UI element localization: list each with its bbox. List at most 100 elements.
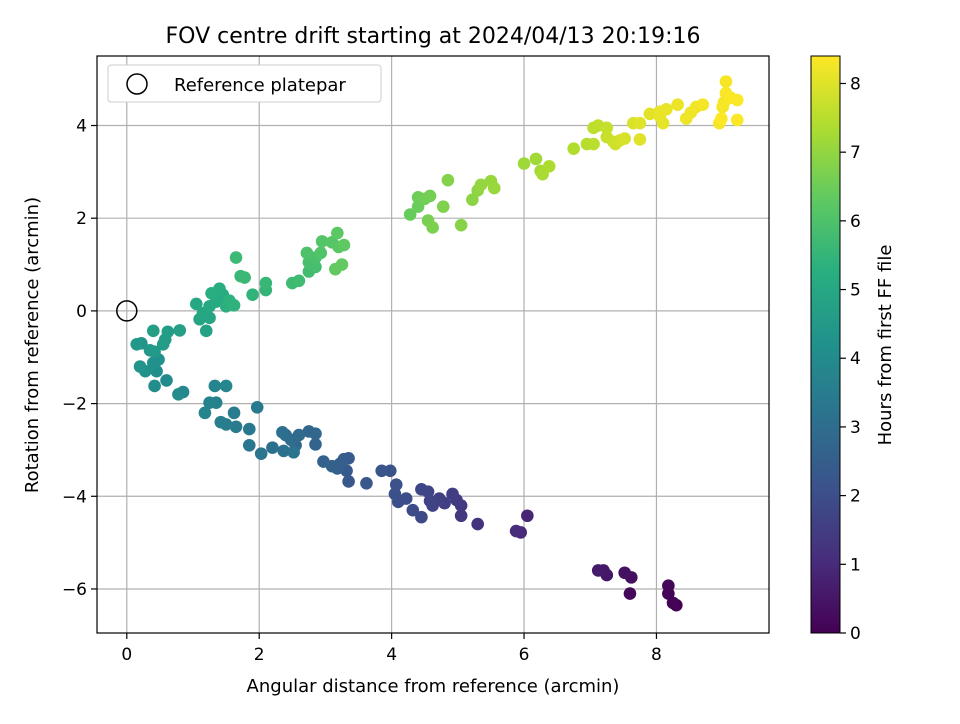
legend-marker-icon bbox=[126, 73, 148, 95]
data-point bbox=[266, 441, 279, 454]
data-point bbox=[542, 160, 556, 173]
data-point bbox=[148, 379, 161, 393]
x-tick-label: 8 bbox=[651, 645, 662, 665]
x-axis-ticks: 0 2 4 6 8 bbox=[121, 633, 662, 665]
data-point bbox=[454, 509, 468, 523]
chart-title: FOV centre drift starting at 2024/04/13 … bbox=[166, 24, 701, 49]
data-point bbox=[238, 271, 251, 284]
data-point bbox=[618, 566, 631, 580]
data-point bbox=[591, 564, 605, 577]
data-point bbox=[600, 121, 614, 135]
data-point bbox=[214, 415, 228, 429]
y-tick-label: −6 bbox=[62, 580, 87, 600]
data-point bbox=[389, 478, 403, 491]
data-point bbox=[205, 286, 218, 300]
data-point bbox=[587, 137, 600, 151]
data-point bbox=[133, 360, 147, 373]
x-tick-label: 2 bbox=[254, 645, 265, 665]
data-point bbox=[198, 406, 212, 420]
data-point bbox=[466, 193, 479, 206]
data-point bbox=[360, 477, 373, 490]
data-point bbox=[403, 208, 417, 221]
data-point bbox=[259, 276, 273, 290]
data-point bbox=[623, 587, 637, 600]
data-point bbox=[471, 517, 484, 531]
data-point bbox=[246, 288, 259, 301]
data-point bbox=[388, 487, 402, 501]
data-point bbox=[277, 444, 291, 458]
x-axis-label: Angular distance from reference (arcmin) bbox=[247, 676, 620, 697]
data-point bbox=[337, 238, 351, 252]
data-point bbox=[146, 324, 160, 338]
data-point bbox=[309, 438, 322, 451]
legend: Reference platepar bbox=[107, 64, 382, 103]
colorbar-tick-label: 8 bbox=[850, 74, 861, 94]
colorbar-tick-label: 1 bbox=[850, 555, 861, 575]
data-point bbox=[656, 116, 670, 130]
data-point bbox=[441, 173, 455, 187]
legend-label: Reference platepar bbox=[174, 75, 346, 96]
data-point bbox=[229, 420, 243, 434]
data-point bbox=[436, 200, 450, 213]
y-axis-label: Rotation from reference (arcmin) bbox=[22, 197, 43, 493]
data-point bbox=[730, 93, 744, 107]
data-point bbox=[406, 503, 420, 517]
colorbar-tick-label: 4 bbox=[850, 349, 861, 369]
data-point bbox=[250, 400, 264, 414]
data-point bbox=[287, 445, 300, 459]
data-point bbox=[715, 112, 728, 125]
y-tick-label: −4 bbox=[62, 487, 87, 507]
data-point bbox=[130, 337, 144, 351]
data-point bbox=[208, 379, 222, 393]
data-point bbox=[302, 425, 316, 438]
data-point bbox=[671, 98, 684, 111]
data-point bbox=[242, 439, 256, 452]
colorbar-tick-label: 5 bbox=[850, 281, 861, 301]
grid bbox=[97, 56, 769, 633]
data-point bbox=[487, 181, 501, 195]
x-tick-label: 6 bbox=[519, 645, 530, 665]
colorbar-tick-label: 2 bbox=[850, 487, 861, 507]
colorbar: 0 1 2 3 4 5 6 7 8 Hours from first FF file bbox=[810, 55, 896, 644]
reference-marker bbox=[116, 300, 138, 322]
data-point bbox=[618, 132, 631, 145]
data-point bbox=[254, 447, 268, 460]
data-point bbox=[292, 274, 306, 288]
data-point bbox=[517, 157, 531, 170]
data-point bbox=[219, 379, 233, 393]
data-point bbox=[317, 455, 330, 468]
data-point bbox=[509, 524, 523, 538]
data-point bbox=[227, 299, 241, 312]
data-point bbox=[730, 113, 744, 127]
colorbar-tick-label: 7 bbox=[850, 143, 861, 163]
plot-frame bbox=[96, 55, 770, 634]
data-point bbox=[229, 251, 243, 264]
x-tick-label: 4 bbox=[386, 645, 397, 665]
data-point bbox=[160, 374, 173, 387]
data-point bbox=[315, 235, 329, 248]
data-point bbox=[696, 98, 710, 111]
data-point bbox=[203, 396, 216, 409]
data-point bbox=[161, 325, 175, 339]
data-point bbox=[633, 116, 647, 130]
colorbar-tick-label: 3 bbox=[850, 418, 861, 438]
data-point bbox=[383, 464, 397, 478]
data-point bbox=[426, 221, 439, 234]
data-point bbox=[199, 324, 213, 338]
x-tick-label: 0 bbox=[121, 645, 132, 665]
colorbar-tick-label: 6 bbox=[850, 212, 861, 232]
data-point bbox=[633, 133, 647, 146]
data-point bbox=[446, 487, 459, 501]
y-axis-ticks: −6 −4 −2 0 2 4 bbox=[62, 117, 97, 600]
data-point bbox=[146, 356, 160, 370]
y-tick-label: 4 bbox=[76, 117, 87, 137]
data-point bbox=[314, 246, 328, 260]
data-point bbox=[521, 509, 534, 523]
data-point bbox=[567, 142, 580, 155]
data-point bbox=[474, 178, 488, 192]
data-point bbox=[172, 388, 185, 401]
y-tick-label: 0 bbox=[76, 302, 87, 322]
data-point bbox=[415, 510, 428, 524]
data-point bbox=[653, 105, 667, 118]
